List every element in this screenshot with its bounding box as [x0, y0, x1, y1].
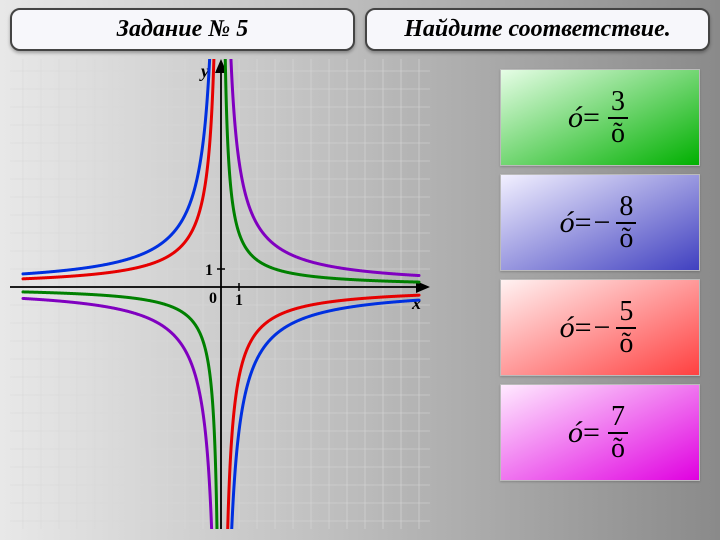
- svg-text:1: 1: [205, 262, 213, 279]
- formula-card-green[interactable]: ó = 3 õ: [500, 69, 700, 166]
- numerator: 8: [616, 193, 636, 224]
- fraction: 8 õ: [616, 193, 636, 253]
- hyperbola-chart: 011xy: [10, 59, 430, 529]
- formula-cards: ó = 3 õ ó = − 8 õ ó = −: [500, 69, 700, 481]
- fraction: 3 õ: [608, 88, 628, 148]
- lhs: ó: [568, 416, 583, 450]
- denominator: õ: [608, 119, 628, 148]
- equals: =: [583, 416, 600, 450]
- numerator: 7: [608, 403, 628, 434]
- chart-svg: 011xy: [10, 59, 430, 529]
- denominator: õ: [616, 224, 636, 253]
- equals: =: [575, 206, 592, 240]
- lhs: ó: [560, 206, 575, 240]
- lhs: ó: [560, 311, 575, 345]
- header: Задание № 5 Найдите соответствие.: [0, 0, 720, 59]
- page: Задание № 5 Найдите соответствие. 011xy …: [0, 0, 720, 540]
- content: 011xy ó = 3 õ ó = − 8 õ: [0, 59, 720, 539]
- sign: −: [594, 206, 611, 240]
- lhs: ó: [568, 101, 583, 135]
- svg-text:0: 0: [209, 290, 217, 307]
- fraction: 5 õ: [616, 298, 636, 358]
- sign: −: [594, 311, 611, 345]
- denominator: õ: [608, 434, 628, 463]
- task-title: Задание № 5: [10, 8, 355, 51]
- svg-text:1: 1: [235, 292, 243, 309]
- formula-card-blue[interactable]: ó = − 8 õ: [500, 174, 700, 271]
- numerator: 3: [608, 88, 628, 119]
- equals: =: [583, 101, 600, 135]
- numerator: 5: [616, 298, 636, 329]
- task-instruction: Найдите соответствие.: [365, 8, 710, 51]
- fraction: 7 õ: [608, 403, 628, 463]
- equals: =: [575, 311, 592, 345]
- denominator: õ: [616, 329, 636, 358]
- formula-card-red[interactable]: ó = − 5 õ: [500, 279, 700, 376]
- formula-card-purple[interactable]: ó = 7 õ: [500, 384, 700, 481]
